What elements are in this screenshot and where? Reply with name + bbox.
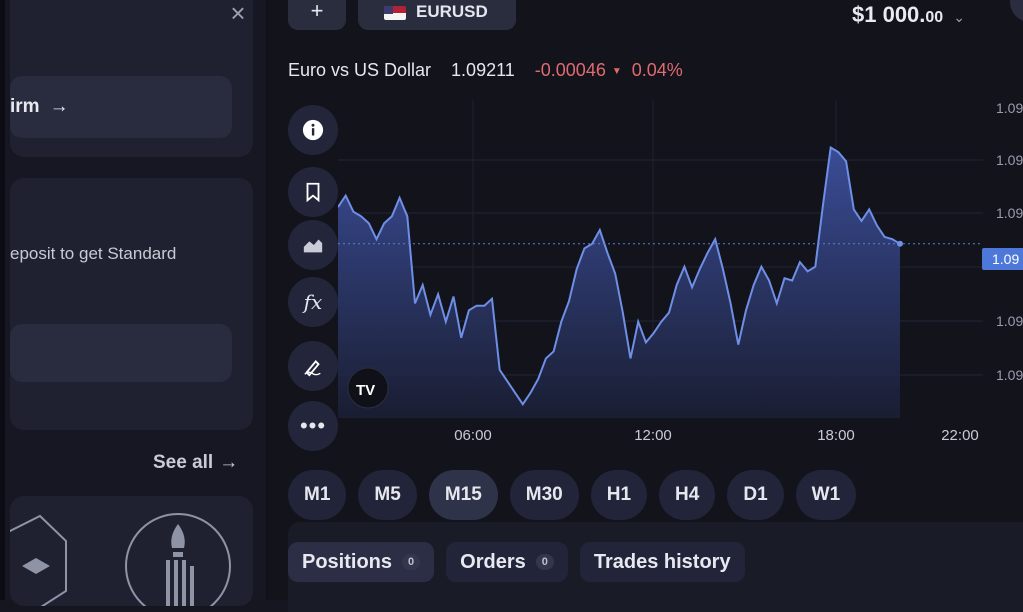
add-chart-button[interactable]: +: [288, 0, 346, 30]
asset-price: 1.09211: [451, 60, 515, 80]
see-all-label: See all: [153, 452, 214, 473]
timeframe-m15[interactable]: M15: [428, 470, 498, 520]
down-triangle-icon: ▼: [611, 66, 622, 77]
timeframe-d1[interactable]: D1: [727, 470, 784, 520]
x-tick-label: 06:00: [454, 427, 492, 444]
asset-selector[interactable]: EURUSD: [358, 0, 516, 30]
side-panel: — — irm → eposit to get Standard See all…: [5, 0, 270, 606]
deposit-action-area[interactable]: [10, 324, 232, 382]
info-icon: [302, 119, 324, 141]
card-cut-text: — —: [70, 0, 130, 6]
y-tick-label: 1.09: [996, 205, 1023, 221]
avatar[interactable]: [1010, 0, 1023, 22]
more-icon: •••: [299, 413, 327, 438]
tab-positions[interactable]: Positions 0: [288, 542, 435, 582]
area-chart-icon: [303, 239, 323, 253]
timeframe-h1[interactable]: H1: [590, 470, 648, 520]
window-edge: [0, 0, 5, 600]
us-flag-icon: [384, 6, 406, 20]
timeframe-m5[interactable]: M5: [358, 470, 417, 520]
indicators-icon: fx: [303, 290, 323, 314]
y-tick-label: 1.09: [996, 313, 1023, 329]
more-tools-button[interactable]: •••: [288, 401, 338, 451]
x-tick-label: 22:00: [941, 427, 979, 444]
balance-selector[interactable]: $1 000.00 ⌄: [852, 2, 965, 28]
tab-orders[interactable]: Orders 0: [446, 542, 568, 582]
trading-area: + EURUSD $1 000.00 ⌄ Euro vs US Dollar 1.…: [268, 0, 1023, 612]
current-price-label: 1.09: [992, 251, 1019, 267]
tv-watermark: TV: [356, 382, 375, 399]
trades-tabs: Positions 0 Orders 0 Trades history: [288, 542, 745, 582]
bookmark-icon: [306, 182, 320, 203]
price-area: [338, 147, 900, 418]
tab-orders-label: Orders: [460, 550, 526, 573]
tab-trades-history-label: Trades history: [593, 550, 731, 573]
close-panel-button[interactable]: ×: [225, 0, 251, 28]
chart-svg: 1.09 1.09 1.09 1.09 1.09 06:00 12:00 18:00 22:0…: [337, 100, 1023, 444]
drawing-button[interactable]: [288, 341, 338, 391]
close-icon: ×: [230, 0, 246, 28]
asset-label: EURUSD: [416, 2, 488, 21]
confirm-button[interactable]: irm →: [10, 76, 232, 138]
tab-trades-history[interactable]: Trades history: [579, 542, 745, 582]
indicators-button[interactable]: fx: [288, 277, 338, 327]
timeframe-selector: M1 M5 M15 M30 H1 H4 D1 W1: [288, 470, 857, 520]
deposit-text: eposit to get Standard: [10, 244, 177, 263]
y-tick-label: 1.09: [996, 367, 1023, 383]
balance-amount: $1 000.: [852, 2, 926, 27]
timeframe-w1[interactable]: W1: [795, 470, 857, 520]
tradingview-logo: TV: [347, 367, 389, 409]
price-change-percent: 0.04%: [631, 60, 683, 80]
chart-type-button[interactable]: [288, 220, 338, 270]
y-tick-label: 1.09: [996, 152, 1023, 168]
x-tick-label: 18:00: [817, 427, 855, 444]
arrow-right-icon: →: [219, 452, 239, 473]
info-button[interactable]: [288, 105, 338, 155]
chevron-down-icon: ⌄: [953, 9, 965, 25]
price-change: -0.00046: [534, 60, 606, 80]
plus-icon: +: [310, 0, 324, 23]
arrow-right-icon: →: [49, 96, 69, 117]
price-chart[interactable]: 1.09 1.09 1.09 1.09 1.09 06:00 12:00 18:00 22:0…: [337, 100, 1023, 450]
price-line: [337, 145, 901, 406]
current-price-tag: 1.09: [982, 248, 1023, 270]
see-all-link[interactable]: See all →: [153, 452, 238, 474]
timeframe-m1[interactable]: M1: [288, 470, 347, 520]
positions-count-badge: 0: [402, 554, 421, 570]
x-tick-label: 12:00: [634, 427, 672, 444]
asset-name: Euro vs US Dollar: [288, 60, 432, 80]
draw-icon: [304, 360, 321, 377]
orders-count-badge: 0: [535, 554, 554, 570]
confirm-label: irm: [10, 96, 40, 117]
education-illustration: [10, 513, 231, 606]
last-price-dot: [897, 240, 903, 247]
verification-card: — — irm →: [10, 0, 253, 157]
education-card[interactable]: [10, 496, 253, 606]
panel-divider: [266, 0, 268, 600]
y-tick-label: 1.09: [996, 100, 1023, 116]
tab-positions-label: Positions: [302, 550, 393, 573]
timeframe-h4[interactable]: H4: [659, 470, 716, 520]
deposit-card: eposit to get Standard: [10, 178, 253, 430]
timeframe-m30[interactable]: M30: [509, 470, 579, 520]
quote-line: Euro vs US Dollar 1.09211 -0.00046 ▼ 0.0…: [288, 60, 683, 81]
balance-cents: 00: [925, 9, 944, 26]
bookmark-button[interactable]: [288, 167, 338, 217]
